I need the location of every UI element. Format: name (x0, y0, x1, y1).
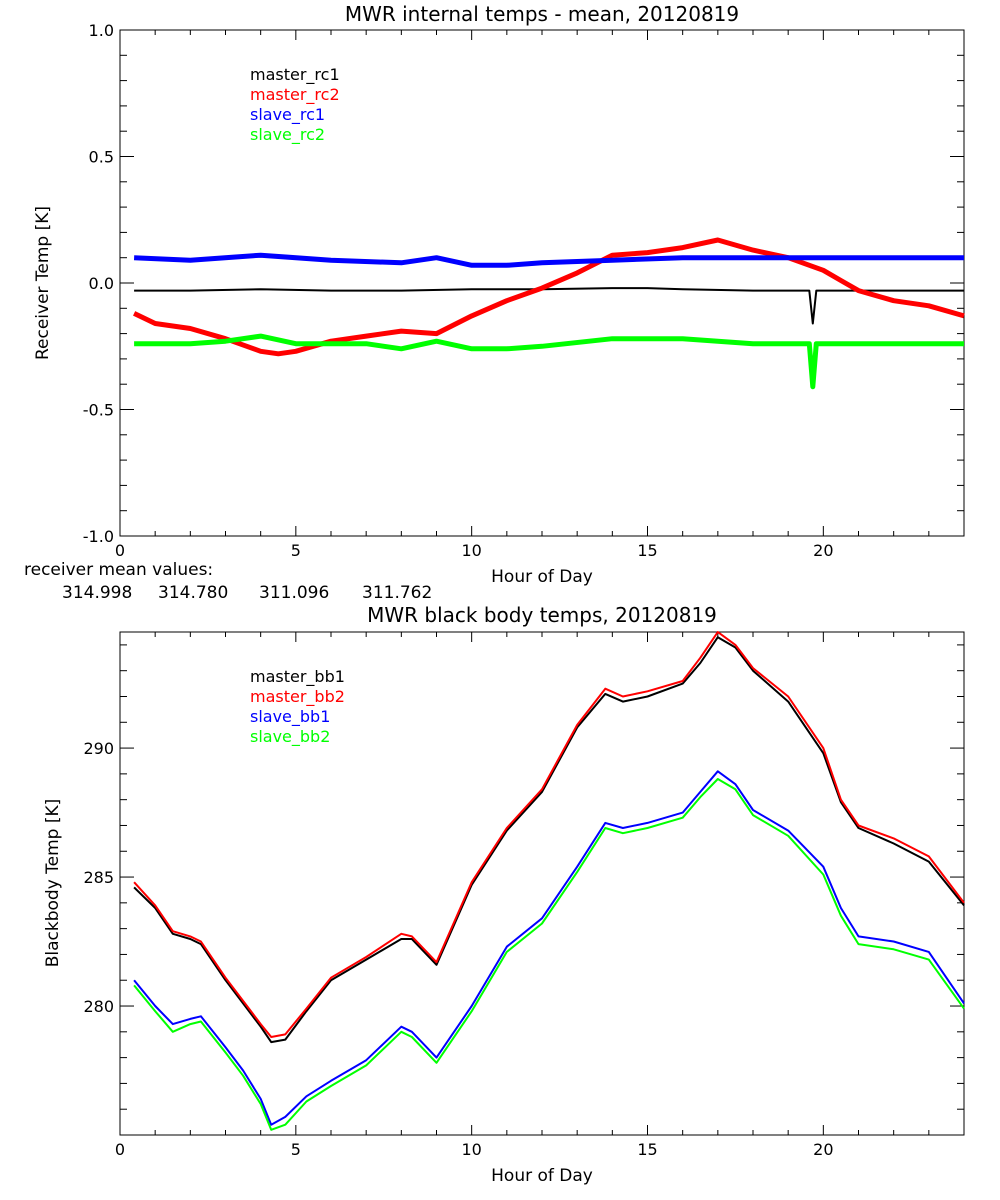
blackbody-chart-ylabel: Blackbody Temp [K] (43, 799, 63, 968)
blackbody-temp-chart: MWR black body temps, 20120819 Hour of D… (43, 603, 965, 1186)
blackbody-chart-title: MWR black body temps, 20120819 (367, 603, 717, 627)
series-line-master-bb2 (133, 631, 965, 1038)
series-line-slave-rc2 (134, 333, 964, 390)
receiver-ytick-label: 0.0 (89, 274, 114, 293)
legend-entry-slave-bb2: slave_bb2 (250, 727, 330, 747)
series-line-slave-bb1 (133, 770, 965, 1126)
series-line-master-bb1 (133, 636, 965, 1044)
legend-entry-slave-rc2: slave_rc2 (250, 125, 325, 145)
series-line-master-rc1 (134, 287, 964, 325)
blackbody-xtick-label: 20 (813, 1140, 833, 1159)
receiver-ytick-label: 1.0 (89, 21, 114, 40)
legend-entry-slave-bb1: slave_bb1 (250, 707, 330, 727)
receiver-chart-title: MWR internal temps - mean, 20120819 (345, 2, 739, 26)
mean-value-slave-rc2: 311.762 (362, 583, 432, 603)
receiver-xtick-label: 15 (637, 541, 657, 560)
mean-value-master-rc1: 314.998 (62, 583, 132, 603)
receiver-temp-chart: MWR internal temps - mean, 20120819 Hour… (33, 2, 965, 587)
mean-value-master-rc2: 314.780 (158, 583, 228, 603)
blackbody-ytick-label: 285 (83, 868, 114, 887)
blackbody-chart-series (133, 631, 965, 1131)
blackbody-ytick-label: 280 (83, 997, 114, 1016)
blackbody-chart-ticks: 0 5 10 15 20 280 285 290 (83, 632, 965, 1159)
receiver-ytick-label: -1.0 (83, 527, 114, 546)
receiver-ytick-label: 0.5 (89, 148, 114, 167)
receiver-xtick-label: 0 (115, 541, 125, 560)
legend-entry-master-bb1: master_bb1 (250, 667, 345, 687)
blackbody-xtick-label: 5 (291, 1140, 301, 1159)
blackbody-xtick-label: 0 (115, 1140, 125, 1159)
blackbody-chart-plot-area (119, 631, 965, 1136)
receiver-chart-ticks: 0 5 10 15 20 -1.0 -0.5 0.0 0.5 1.0 (83, 21, 965, 560)
blackbody-xtick-label: 15 (637, 1140, 657, 1159)
receiver-chart-series (133, 237, 965, 390)
receiver-mean-values: receiver mean values: 314.998 314.780 31… (24, 560, 432, 603)
series-line-slave-bb2 (133, 778, 965, 1131)
receiver-ytick-label: -0.5 (83, 401, 114, 420)
receiver-xtick-label: 10 (461, 541, 481, 560)
receiver-chart-xlabel: Hour of Day (491, 567, 593, 587)
legend-entry-master-rc2: master_rc2 (250, 85, 340, 105)
blackbody-ytick-label: 290 (83, 739, 114, 758)
legend-entry-slave-rc1: slave_rc1 (250, 105, 325, 125)
series-line-master-rc2 (133, 237, 965, 357)
receiver-chart-plot-area (119, 29, 965, 537)
receiver-xtick-label: 5 (291, 541, 301, 560)
series-line-slave-rc1 (133, 252, 964, 268)
receiver-chart-ylabel: Receiver Temp [K] (33, 206, 53, 360)
mean-values-label: receiver mean values: (24, 560, 213, 580)
blackbody-chart-xlabel: Hour of Day (491, 1166, 593, 1186)
receiver-xtick-label: 20 (813, 541, 833, 560)
blackbody-xtick-label: 10 (461, 1140, 481, 1159)
legend-entry-master-rc1: master_rc1 (250, 65, 340, 85)
legend-entry-master-bb2: master_bb2 (250, 687, 345, 707)
mean-value-slave-rc1: 311.096 (259, 583, 329, 603)
